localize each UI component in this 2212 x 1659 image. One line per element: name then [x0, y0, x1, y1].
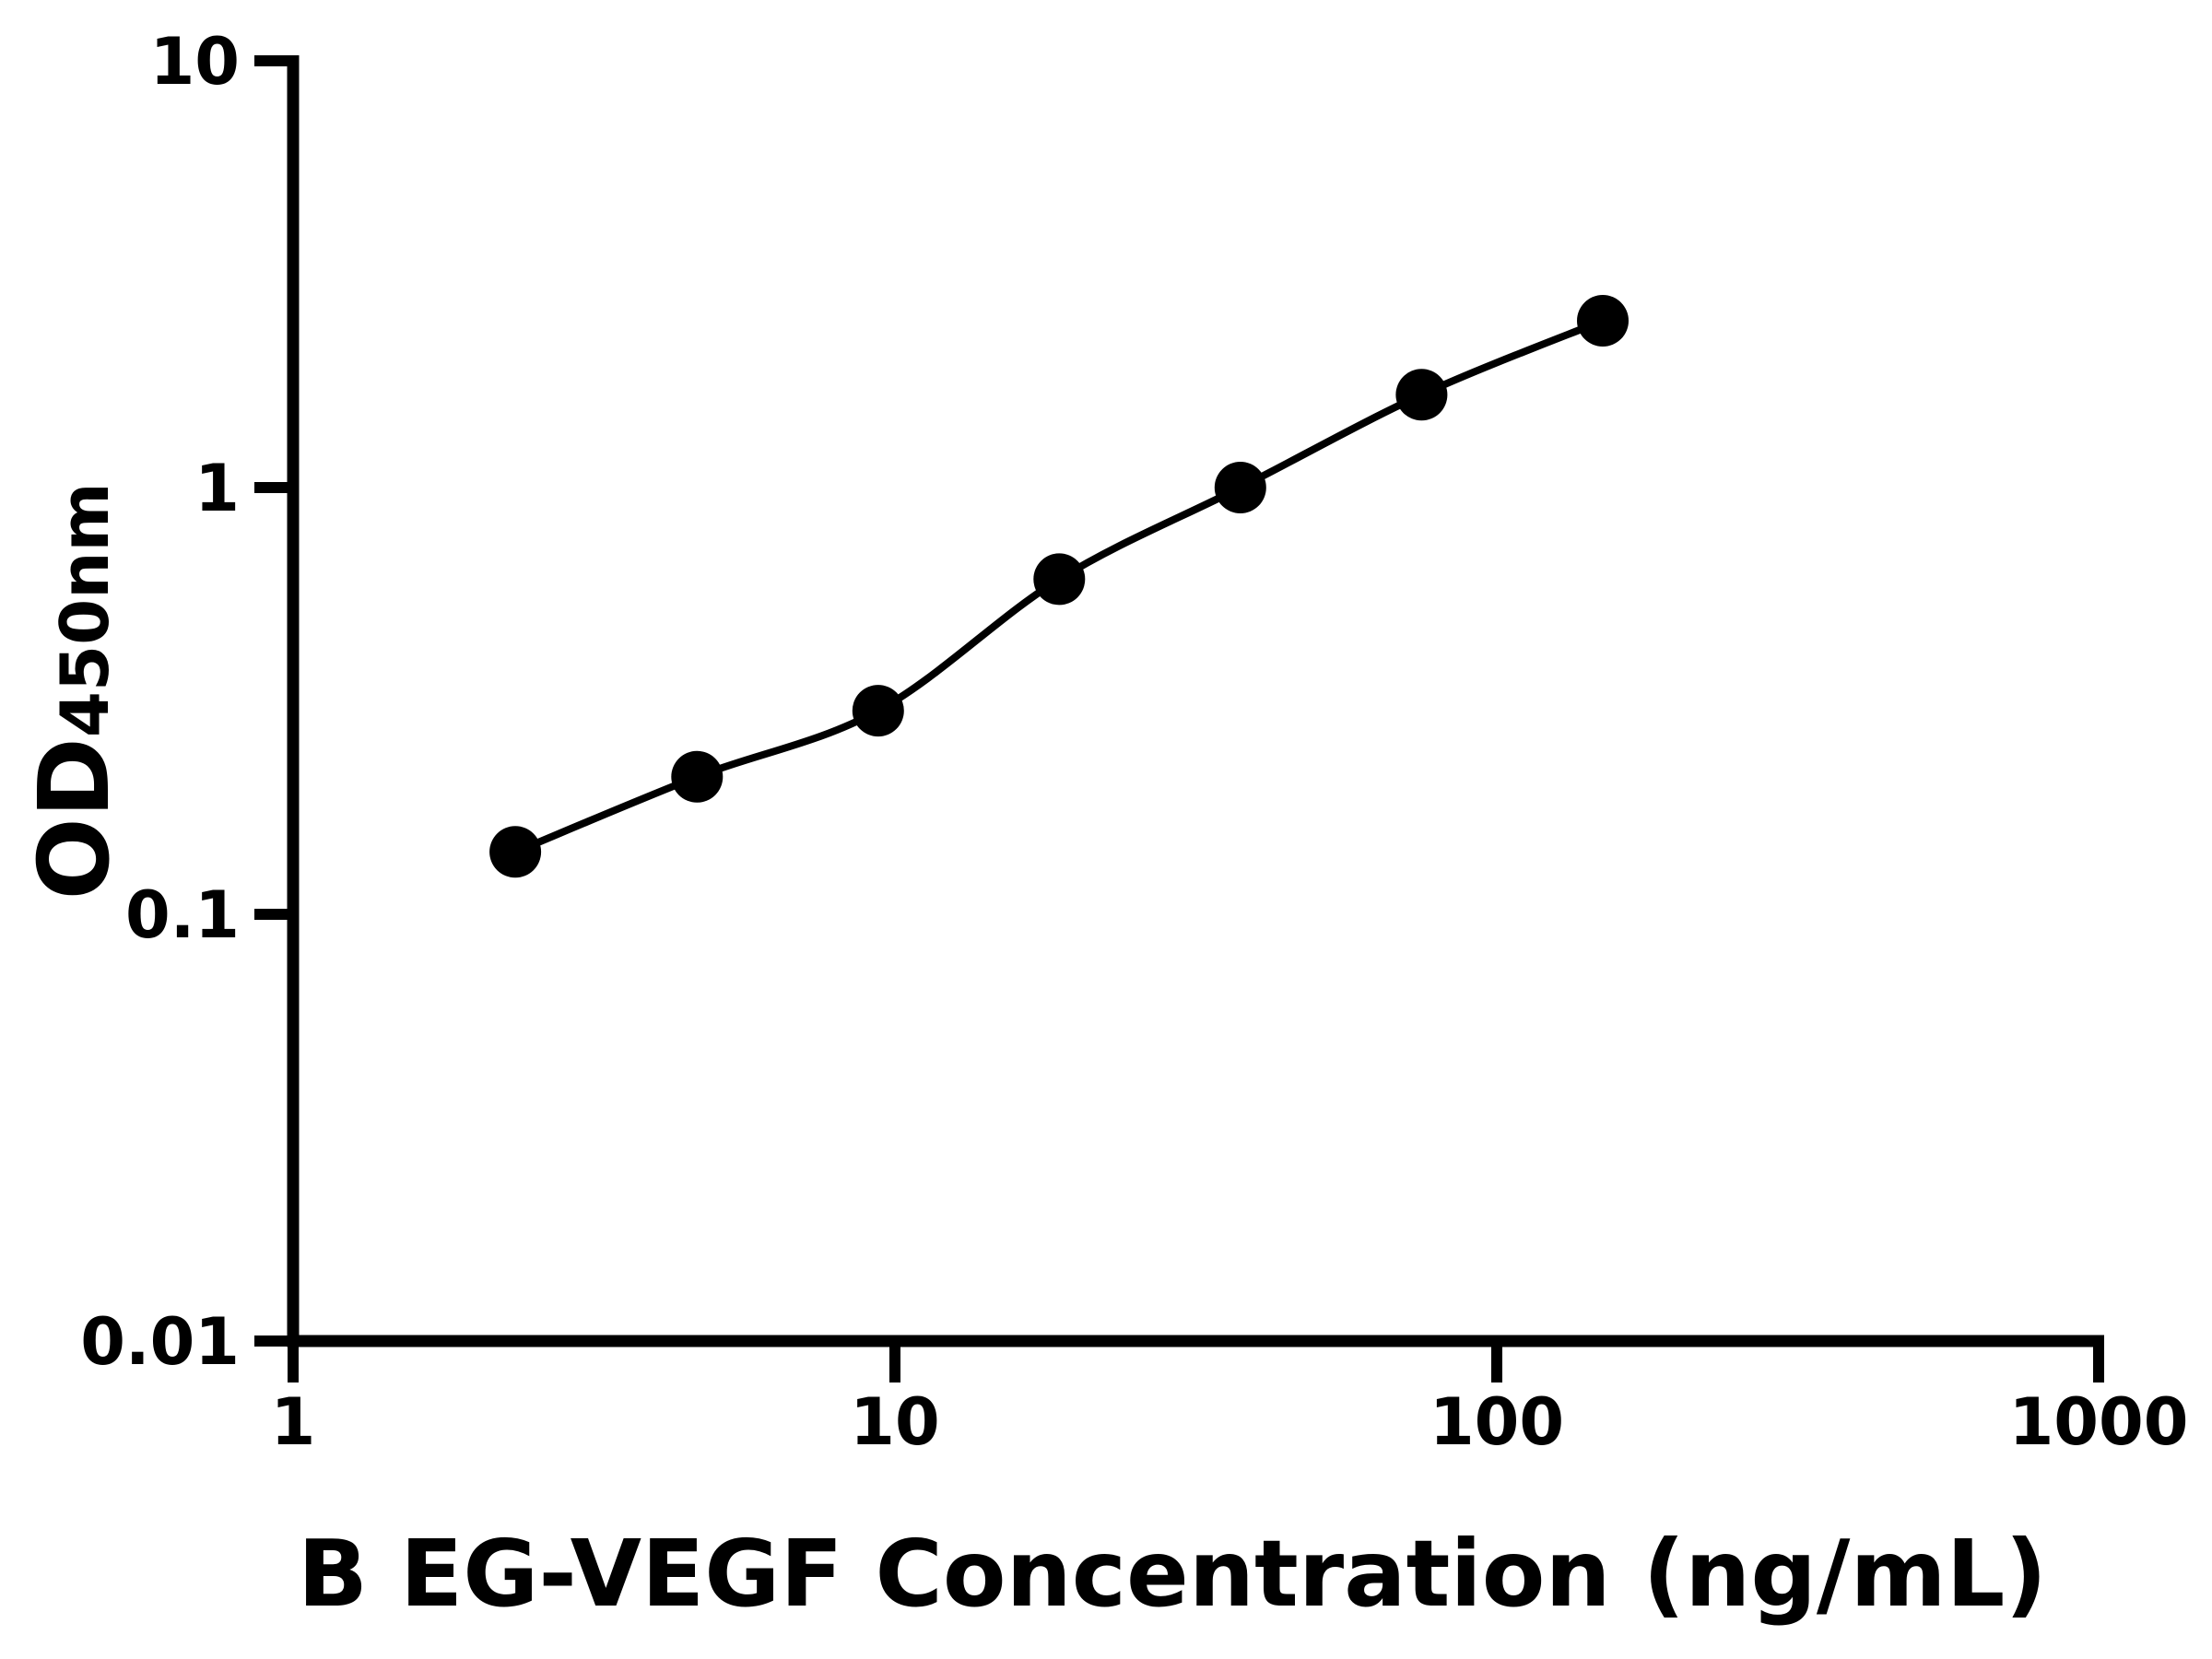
data-point-marker-2.34 [489, 826, 542, 878]
data-point-marker-9.38 [852, 685, 904, 737]
y-tick-label-0.1: 0.1 [125, 877, 240, 953]
data-point-marker-37.5 [1214, 462, 1266, 513]
data-point-marker-150 [1577, 295, 1629, 347]
y-tick-label-0.01: 0.01 [80, 1304, 240, 1380]
y-tick-label-10: 10 [150, 24, 240, 100]
y-axis-title-sub: 450nm [46, 483, 124, 738]
x-tick-label-10: 10 [850, 1384, 939, 1460]
x-axis-title: B EG-VEGF Concentration (ng/mL) [298, 1520, 2047, 1628]
y-tick-label-1: 1 [194, 451, 240, 526]
data-point-marker-4.69 [671, 750, 724, 803]
data-point-marker-75 [1395, 369, 1448, 421]
plot-area: 10 1 0.1 0.01 1 10 100 1000 [80, 24, 2188, 1460]
data-point-marker-18.75 [1033, 553, 1086, 606]
y-axis-title: OD450nm [18, 483, 131, 900]
x-tick-label-1000: 1000 [2009, 1384, 2189, 1460]
y-axis-title-main: OD [18, 737, 131, 900]
x-tick-label-1: 1 [271, 1384, 316, 1460]
x-tick-label-100: 100 [1430, 1384, 1564, 1460]
